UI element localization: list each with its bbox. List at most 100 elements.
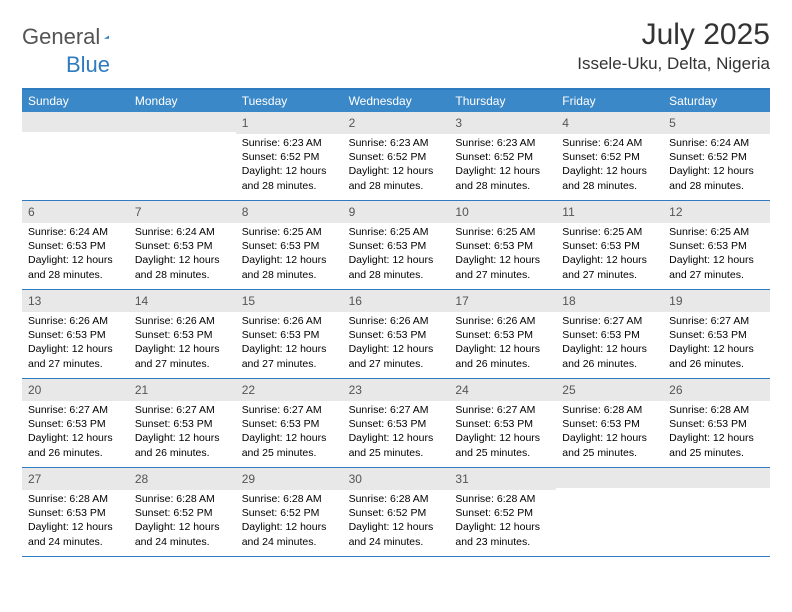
sunset-line: Sunset: 6:53 PM (669, 239, 764, 253)
cell-body: Sunrise: 6:24 AMSunset: 6:52 PMDaylight:… (663, 134, 770, 197)
day-number: 22 (242, 383, 255, 397)
day-header: Friday (556, 90, 663, 112)
sunrise-line: Sunrise: 6:27 AM (669, 314, 764, 328)
sunrise-line: Sunrise: 6:28 AM (349, 492, 444, 506)
sunset-line: Sunset: 6:52 PM (242, 506, 337, 520)
daylight-line: Daylight: 12 hours and 25 minutes. (455, 431, 550, 459)
daynum-row: 16 (343, 290, 450, 312)
sunset-line: Sunset: 6:53 PM (349, 239, 444, 253)
daylight-line: Daylight: 12 hours and 28 minutes. (349, 253, 444, 281)
day-number: 23 (349, 383, 362, 397)
daylight-line: Daylight: 12 hours and 24 minutes. (242, 520, 337, 548)
daylight-line: Daylight: 12 hours and 28 minutes. (669, 164, 764, 192)
day-number: 13 (28, 294, 41, 308)
daynum-row: 18 (556, 290, 663, 312)
cell-body: Sunrise: 6:25 AMSunset: 6:53 PMDaylight:… (663, 223, 770, 286)
logo: General (22, 18, 132, 50)
logo-text-blue: Blue (66, 52, 110, 78)
daylight-line: Daylight: 12 hours and 26 minutes. (135, 431, 230, 459)
daynum-row (556, 468, 663, 488)
day-number: 27 (28, 472, 41, 486)
day-number: 19 (669, 294, 682, 308)
day-number: 4 (562, 116, 569, 130)
calendar-cell: 22Sunrise: 6:27 AMSunset: 6:53 PMDayligh… (236, 379, 343, 467)
day-number: 29 (242, 472, 255, 486)
daylight-line: Daylight: 12 hours and 28 minutes. (28, 253, 123, 281)
sunset-line: Sunset: 6:52 PM (455, 150, 550, 164)
day-number: 30 (349, 472, 362, 486)
sunset-line: Sunset: 6:53 PM (349, 417, 444, 431)
daynum-row: 31 (449, 468, 556, 490)
sunset-line: Sunset: 6:53 PM (28, 239, 123, 253)
sunrise-line: Sunrise: 6:26 AM (349, 314, 444, 328)
daylight-line: Daylight: 12 hours and 26 minutes. (669, 342, 764, 370)
daynum-row: 30 (343, 468, 450, 490)
day-header: Saturday (663, 90, 770, 112)
sunset-line: Sunset: 6:53 PM (455, 328, 550, 342)
daylight-line: Daylight: 12 hours and 28 minutes. (562, 164, 657, 192)
daylight-line: Daylight: 12 hours and 26 minutes. (562, 342, 657, 370)
sunrise-line: Sunrise: 6:23 AM (349, 136, 444, 150)
daynum-row: 21 (129, 379, 236, 401)
daynum-row: 4 (556, 112, 663, 134)
cell-body: Sunrise: 6:28 AMSunset: 6:52 PMDaylight:… (236, 490, 343, 553)
calendar-cell: 8Sunrise: 6:25 AMSunset: 6:53 PMDaylight… (236, 201, 343, 289)
cell-body: Sunrise: 6:28 AMSunset: 6:53 PMDaylight:… (556, 401, 663, 464)
sunrise-line: Sunrise: 6:24 AM (135, 225, 230, 239)
daylight-line: Daylight: 12 hours and 25 minutes. (349, 431, 444, 459)
calendar-cell: 7Sunrise: 6:24 AMSunset: 6:53 PMDaylight… (129, 201, 236, 289)
daynum-row: 6 (22, 201, 129, 223)
daynum-row: 2 (343, 112, 450, 134)
sunrise-line: Sunrise: 6:27 AM (562, 314, 657, 328)
daylight-line: Daylight: 12 hours and 28 minutes. (242, 164, 337, 192)
daylight-line: Daylight: 12 hours and 27 minutes. (242, 342, 337, 370)
calendar-cell (556, 468, 663, 556)
sunset-line: Sunset: 6:52 PM (562, 150, 657, 164)
calendar-cell: 21Sunrise: 6:27 AMSunset: 6:53 PMDayligh… (129, 379, 236, 467)
day-number: 31 (455, 472, 468, 486)
daynum-row: 3 (449, 112, 556, 134)
header: General July 2025 Issele-Uku, Delta, Nig… (22, 18, 770, 74)
sunset-line: Sunset: 6:53 PM (135, 417, 230, 431)
day-number: 16 (349, 294, 362, 308)
cell-body: Sunrise: 6:28 AMSunset: 6:52 PMDaylight:… (449, 490, 556, 553)
sunset-line: Sunset: 6:52 PM (349, 150, 444, 164)
day-headers-row: SundayMondayTuesdayWednesdayThursdayFrid… (22, 90, 770, 112)
calendar-cell: 26 Sunrise: 6:28 AMSunset: 6:53 PMDayligh… (663, 379, 770, 467)
logo-triangle-icon (104, 28, 109, 46)
day-header: Tuesday (236, 90, 343, 112)
day-number: 14 (135, 294, 148, 308)
cell-body: Sunrise: 6:27 AMSunset: 6:53 PMDaylight:… (449, 401, 556, 464)
sunset-line: Sunset: 6:53 PM (562, 328, 657, 342)
calendar-week: 6Sunrise: 6:24 AMSunset: 6:53 PMDaylight… (22, 201, 770, 290)
calendar-cell: 9Sunrise: 6:25 AMSunset: 6:53 PMDaylight… (343, 201, 450, 289)
sunset-line: Sunset: 6:53 PM (455, 239, 550, 253)
sunrise-line: Sunrise: 6:25 AM (669, 225, 764, 239)
daynum-row: 10 (449, 201, 556, 223)
sunrise-line: Sunrise: 6:24 AM (28, 225, 123, 239)
sunrise-line: Sunrise: 6:28 AM (669, 403, 764, 417)
daylight-line: Daylight: 12 hours and 27 minutes. (349, 342, 444, 370)
calendar-cell: 24Sunrise: 6:27 AMSunset: 6:53 PMDayligh… (449, 379, 556, 467)
calendar-cell: 13Sunrise: 6:26 AMSunset: 6:53 PMDayligh… (22, 290, 129, 378)
cell-body: Sunrise: 6:28 AMSunset: 6:52 PMDaylight:… (343, 490, 450, 553)
day-number: 26 (669, 383, 682, 397)
cell-body: Sunrise: 6:28 AMSunset: 6:53 PMDaylight:… (663, 401, 770, 464)
sunrise-line: Sunrise: 6:25 AM (562, 225, 657, 239)
calendar-week: 13Sunrise: 6:26 AMSunset: 6:53 PMDayligh… (22, 290, 770, 379)
day-number: 15 (242, 294, 255, 308)
daynum-row: 17 (449, 290, 556, 312)
sunset-line: Sunset: 6:52 PM (242, 150, 337, 164)
sunset-line: Sunset: 6:53 PM (135, 328, 230, 342)
sunrise-line: Sunrise: 6:27 AM (455, 403, 550, 417)
calendar-cell: 25Sunrise: 6:28 AMSunset: 6:53 PMDayligh… (556, 379, 663, 467)
cell-body: Sunrise: 6:27 AMSunset: 6:53 PMDaylight:… (556, 312, 663, 375)
daylight-line: Daylight: 12 hours and 27 minutes. (28, 342, 123, 370)
daylight-line: Daylight: 12 hours and 27 minutes. (455, 253, 550, 281)
title-block: July 2025 Issele-Uku, Delta, Nigeria (577, 18, 770, 74)
cell-body: Sunrise: 6:27 AMSunset: 6:53 PMDaylight:… (22, 401, 129, 464)
daylight-line: Daylight: 12 hours and 28 minutes. (242, 253, 337, 281)
daynum-row: 15 (236, 290, 343, 312)
cell-body: Sunrise: 6:26 AMSunset: 6:53 PMDaylight:… (343, 312, 450, 375)
calendar-week: 1Sunrise: 6:23 AMSunset: 6:52 PMDaylight… (22, 112, 770, 201)
